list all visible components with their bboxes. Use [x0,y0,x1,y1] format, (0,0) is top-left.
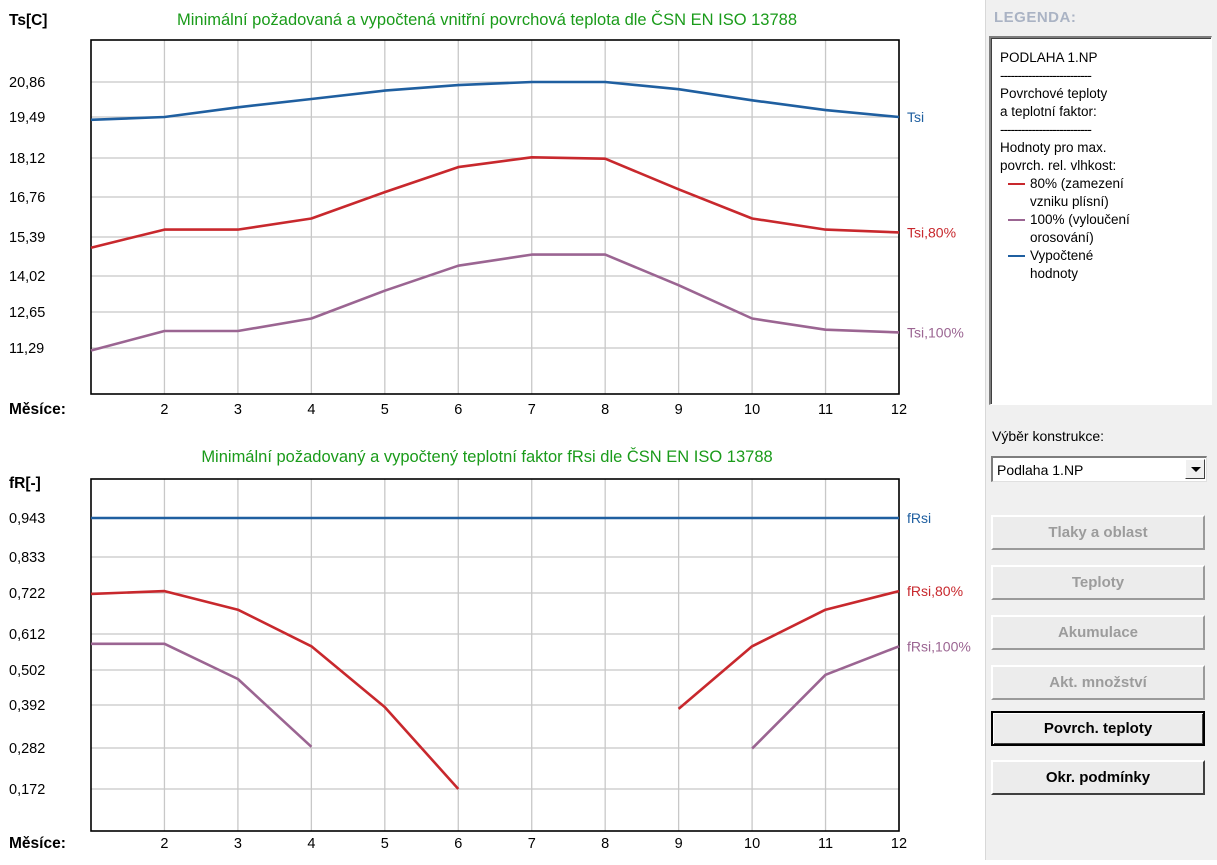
pressures-button[interactable]: Tlaky a oblast [991,515,1205,550]
x-tick-label: 8 [601,402,609,418]
x-tick-label: 3 [234,402,242,418]
chart-2: Minimální požadovaný a vypočtený teplotn… [9,447,971,852]
series-line-Tsi [90,80,900,122]
boundary-conditions-button[interactable]: Okr. podmínky [991,760,1205,795]
series-line-Tsi,80% [90,156,900,249]
legend-max-line: Hodnoty pro max. [1000,140,1107,155]
legend-heading-line: Povrchové teploty [1000,86,1108,101]
plot-frame [90,478,900,832]
x-tick-label: 4 [307,402,315,418]
legend-item-text: orosování) [1030,230,1094,245]
y-axis-label: Ts[C] [9,12,47,29]
chart-title: Minimální požadovaná a vypočtená vnitřní… [177,10,797,29]
x-tick-label: 5 [381,836,389,852]
x-tick-label: 7 [528,402,536,418]
x-tick-label: 8 [601,836,609,852]
legend-item-text: 100% (vyloučení [1030,212,1130,227]
charts-svg: Minimální požadovaná a vypočtená vnitřní… [9,10,971,852]
surface-temperatures-button[interactable]: Povrch. teploty [991,711,1205,746]
construction-select-value: Podlaha 1.NP [997,462,1084,478]
series-label: Tsi [907,109,924,125]
y-tick-label: 0,392 [9,698,45,714]
x-tick-label: 5 [381,402,389,418]
right-panel: LEGENDA: PODLAHA 1.NP ------------------… [985,0,1217,860]
x-tick-label: 2 [160,836,168,852]
series-label: Tsi,100% [907,324,964,340]
legend-item-text: vzniku plísní) [1030,194,1109,209]
construction-select[interactable]: Podlaha 1.NP [991,456,1207,482]
x-tick-label: 6 [454,402,462,418]
legend-box: PODLAHA 1.NP -------------------------- … [989,36,1212,405]
y-tick-label: 12,65 [9,305,45,321]
y-tick-label: 20,86 [9,75,45,91]
x-axis-label: Měsíce: [9,401,66,418]
legend-item-calculated: Vypočtené hodnoty [1000,247,1205,283]
x-tick-label: 6 [454,836,462,852]
series-line-Tsi,100% [90,253,900,352]
chart-title: Minimální požadovaný a vypočtený teplotn… [201,447,772,466]
construction-select-label: Výběr konstrukce: [992,428,1105,444]
x-tick-label: 9 [675,402,683,418]
legend-separator: -------------------------- [1000,68,1092,83]
series-line-fRsi,80% [677,589,900,710]
y-tick-label: 0,172 [9,782,45,798]
series-label: fRsi,100% [907,638,971,654]
legend-item-80: 80% (zamezení vzniku plísní) [1000,175,1205,211]
legend-item-text: Vypočtené [1030,248,1094,263]
y-tick-label: 18,12 [9,151,45,167]
y-tick-label: 0,833 [9,550,45,566]
y-tick-label: 0,502 [9,663,45,679]
accumulation-button[interactable]: Akumulace [991,615,1205,650]
chart-1: Minimální požadovaná a vypočtená vnitřní… [9,10,964,418]
legend-swatch-80 [1008,183,1025,185]
x-tick-label: 9 [675,836,683,852]
y-tick-label: 0,722 [9,586,45,602]
y-tick-label: 0,282 [9,741,45,757]
series-line-fRsi,100% [91,642,313,748]
dropdown-button[interactable] [1185,459,1205,479]
y-tick-label: 0,943 [9,511,45,527]
x-tick-label: 10 [744,402,760,418]
legend-heading-line: a teplotní faktor: [1000,104,1097,119]
legend-construction: PODLAHA 1.NP [1000,50,1098,65]
x-axis-label: Měsíce: [9,835,66,852]
series-label: Tsi,80% [907,224,956,240]
x-tick-label: 10 [744,836,760,852]
temperatures-button[interactable]: Teploty [991,565,1205,600]
charts-area: Minimální požadovaná a vypočtená vnitřní… [9,10,971,852]
y-tick-label: 19,49 [9,110,45,126]
y-tick-label: 15,39 [9,230,45,246]
x-tick-label: 2 [160,402,168,418]
plot-frame [90,39,900,395]
series-label: fRsi,80% [907,583,963,599]
legend-separator: -------------------------- [1000,122,1092,137]
series-line-fRsi,100% [751,645,900,750]
legend-item-text: 80% (zamezení [1030,176,1124,191]
y-tick-label: 0,612 [9,627,45,643]
series-label: fRsi [907,510,931,526]
legend-max-line: povrch. rel. vlhkost: [1000,158,1117,173]
series-line-fRsi,80% [90,589,460,790]
legend-swatch-100 [1008,219,1025,221]
x-tick-label: 12 [891,836,907,852]
x-tick-label: 11 [818,402,833,418]
y-tick-label: 11,29 [9,341,44,357]
legend-title: LEGENDA: [994,9,1077,26]
legend-item-text: hodnoty [1030,266,1079,281]
y-tick-label: 16,76 [9,190,45,206]
legend-item-100: 100% (vyloučení orosování) [1000,211,1205,247]
x-tick-label: 3 [234,836,242,852]
legend-swatch-calculated [1008,255,1025,257]
y-tick-label: 14,02 [9,269,45,285]
x-tick-label: 7 [528,836,536,852]
chevron-down-icon [1191,467,1201,472]
y-axis-label: fR[-] [9,475,41,492]
x-tick-label: 11 [818,836,833,852]
current-amount-button[interactable]: Akt. množství [991,665,1205,700]
x-tick-label: 12 [891,402,907,418]
x-tick-label: 4 [307,836,315,852]
